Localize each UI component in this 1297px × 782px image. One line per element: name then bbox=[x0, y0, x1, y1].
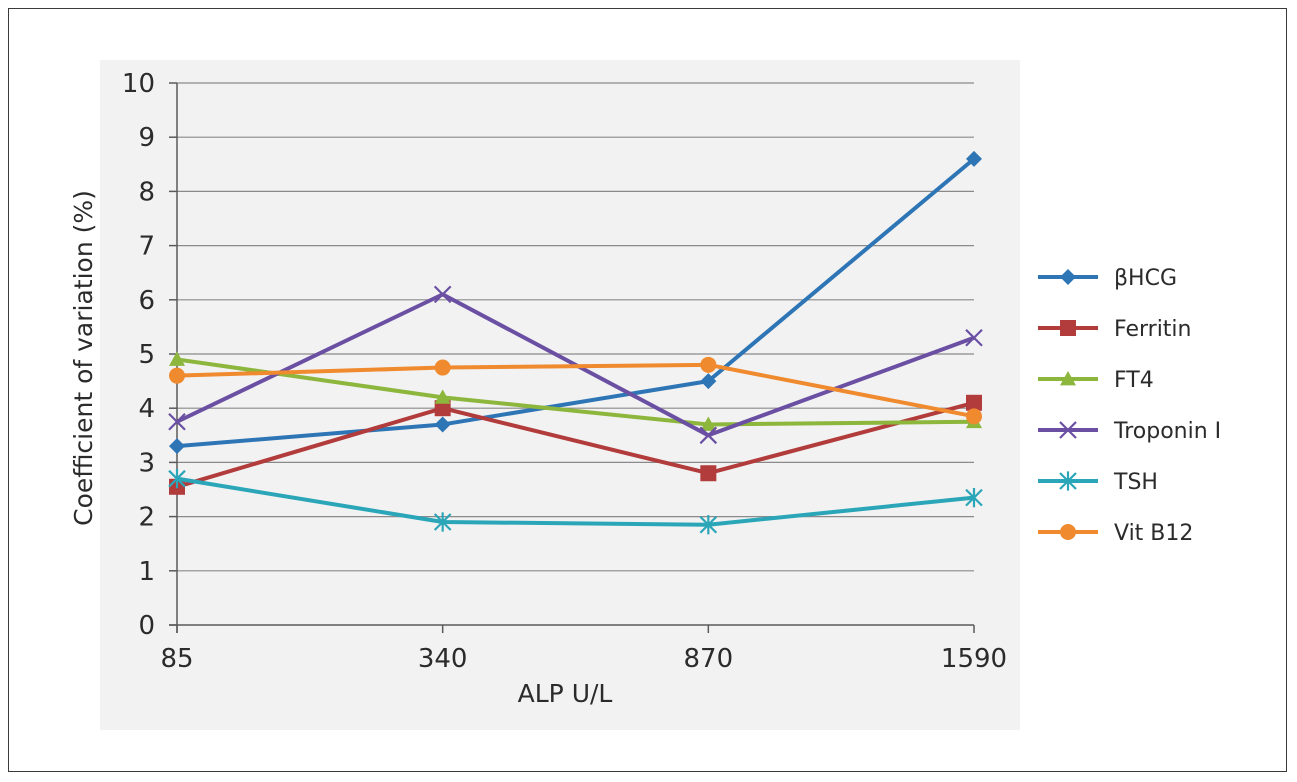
x-axis-title: ALP U/L bbox=[518, 679, 613, 708]
legend-item: Ferritin bbox=[1038, 317, 1191, 342]
data-point bbox=[965, 328, 983, 347]
legend-item: FT4 bbox=[1038, 368, 1154, 393]
x-tick-label: 85 bbox=[160, 644, 193, 674]
series-line bbox=[176, 476, 975, 527]
y-tick-label: 3 bbox=[138, 448, 155, 478]
data-point bbox=[169, 351, 185, 366]
data-point bbox=[169, 438, 185, 455]
data-point bbox=[1060, 320, 1076, 336]
data-point bbox=[966, 394, 982, 411]
series bbox=[169, 150, 982, 455]
data-point bbox=[1059, 471, 1077, 491]
data-point bbox=[700, 373, 717, 390]
legend-item: βHCG bbox=[1038, 266, 1177, 291]
legend: βHCG Ferritin FT4 Troponin I TSH Vit B12 bbox=[1038, 266, 1221, 546]
legend-label: FT4 bbox=[1114, 368, 1154, 393]
legend-label: Vit B12 bbox=[1114, 521, 1193, 546]
y-axis-title: Coefficient of variation (%) bbox=[69, 190, 98, 526]
data-point bbox=[169, 367, 185, 384]
data-point bbox=[434, 416, 451, 433]
y-tick-label: 4 bbox=[138, 394, 155, 424]
y-tick-label: 8 bbox=[138, 177, 155, 207]
data-point bbox=[434, 359, 451, 376]
legend-label: Troponin I bbox=[1113, 419, 1221, 444]
data-point bbox=[1059, 421, 1077, 439]
y-tick-label: 1 bbox=[138, 557, 155, 587]
data-point bbox=[700, 465, 717, 482]
gridlines bbox=[177, 82, 974, 572]
data-point bbox=[1060, 371, 1076, 386]
y-tick-label: 2 bbox=[138, 503, 155, 533]
series bbox=[168, 469, 983, 535]
data-point bbox=[168, 469, 186, 489]
series-lines bbox=[168, 150, 983, 535]
data-point bbox=[168, 412, 186, 431]
data-point bbox=[966, 150, 982, 167]
data-point bbox=[699, 426, 718, 445]
y-tick-label: 6 bbox=[138, 286, 155, 316]
chart-background bbox=[100, 60, 1020, 730]
x-tick-labels: 85 340 870 1590 bbox=[160, 644, 1007, 674]
legend-label: βHCG bbox=[1114, 266, 1177, 291]
x-tick-label: 1590 bbox=[941, 644, 1007, 674]
y-tick-label: 7 bbox=[138, 232, 155, 262]
data-point bbox=[965, 488, 983, 508]
x-tick-label: 340 bbox=[418, 644, 468, 674]
data-point bbox=[433, 512, 452, 532]
legend-label: Ferritin bbox=[1114, 317, 1191, 342]
series-line bbox=[176, 362, 975, 419]
data-point bbox=[700, 356, 717, 373]
series-line bbox=[176, 157, 976, 449]
legend-label: TSH bbox=[1113, 470, 1158, 495]
series-line bbox=[176, 357, 975, 427]
y-tick-label: 5 bbox=[138, 340, 155, 370]
series-line bbox=[176, 400, 975, 489]
y-tick-label: 10 bbox=[122, 69, 155, 99]
data-point bbox=[434, 400, 451, 417]
y-tick-labels: 0 1 2 3 4 5 6 7 8 9 10 bbox=[122, 69, 155, 641]
data-point bbox=[1060, 269, 1076, 285]
data-point bbox=[966, 408, 982, 425]
data-point bbox=[699, 515, 718, 535]
data-point bbox=[700, 416, 717, 431]
y-tick-label: 0 bbox=[138, 611, 155, 641]
data-point bbox=[433, 285, 452, 304]
series bbox=[169, 356, 982, 425]
legend-item: Troponin I bbox=[1038, 419, 1221, 444]
x-tick-label: 870 bbox=[684, 644, 734, 674]
legend-item: Vit B12 bbox=[1038, 521, 1193, 546]
legend-item: TSH bbox=[1038, 470, 1158, 495]
y-tick-label: 9 bbox=[138, 123, 155, 153]
data-point bbox=[434, 389, 451, 404]
data-point bbox=[1060, 524, 1076, 540]
